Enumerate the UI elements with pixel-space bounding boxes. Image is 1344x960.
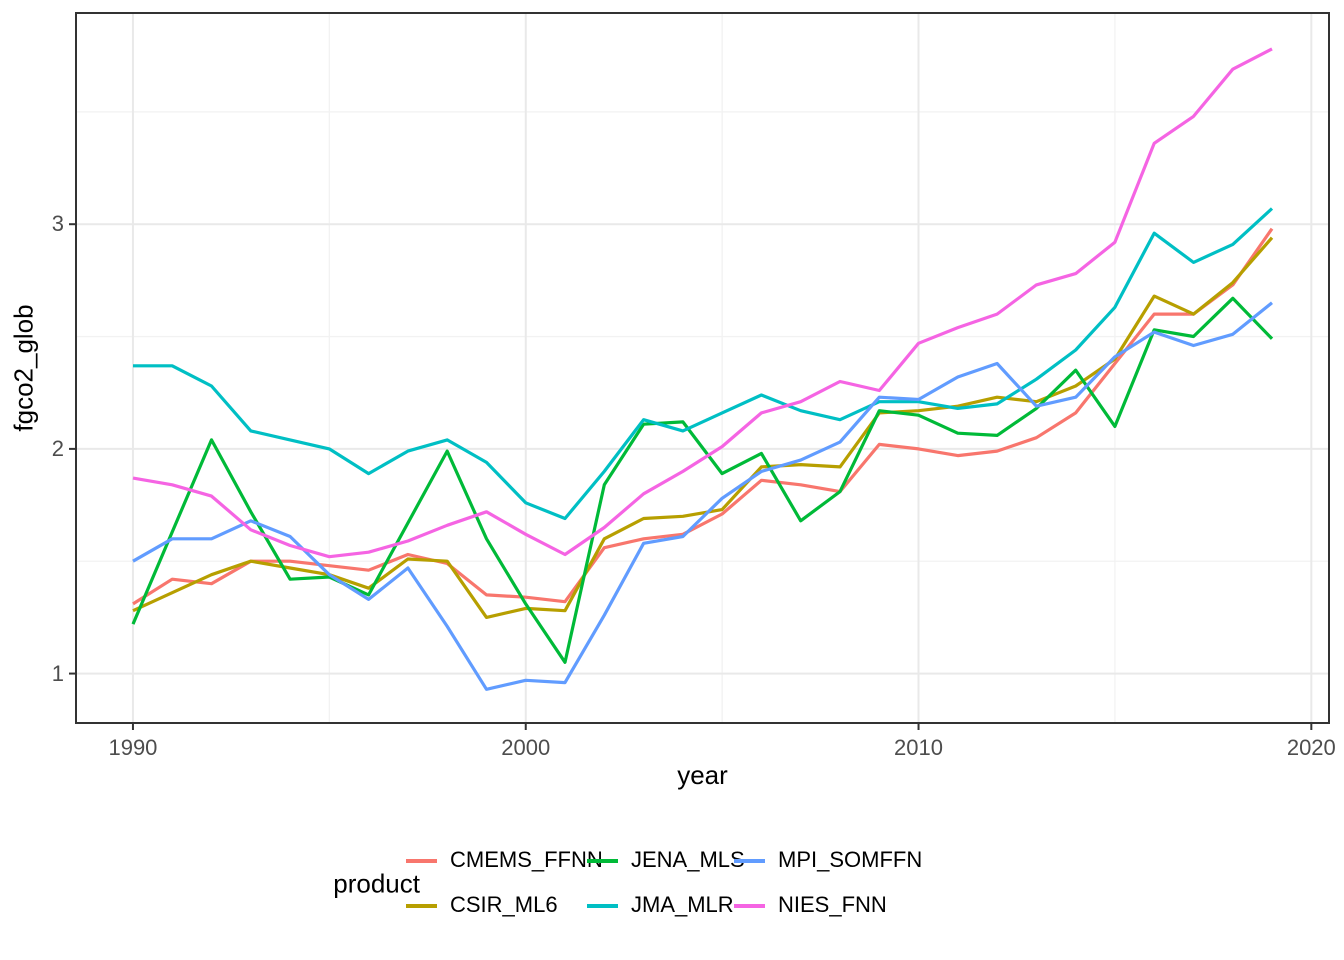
y-axis-title: fgco2_glob — [8, 304, 39, 432]
y-tick-label: 2 — [51, 435, 64, 461]
legend-key-line-icon — [734, 904, 765, 908]
legend-key-line-icon — [406, 904, 437, 908]
series-line-MPI_SOMFFN — [132, 301, 1274, 691]
panel-border — [75, 12, 1330, 724]
legend-entry-label: CMEMS_FFNN — [450, 846, 603, 872]
series-line-JENA_MLS — [131, 296, 1274, 664]
y-tick-label: 3 — [51, 211, 64, 237]
series-line-NIES_FNN — [132, 47, 1273, 559]
y-tick-label: 1 — [51, 660, 64, 686]
legend-entry-label: MPI_SOMFFN — [778, 846, 923, 872]
legend-key-line-icon — [734, 859, 765, 863]
legend-entry-label: CSIR_ML6 — [450, 891, 558, 917]
series-line-CMEMS_FFNN — [132, 227, 1274, 606]
legend-key-line-icon — [406, 859, 437, 863]
legend-key-line-icon — [587, 859, 618, 863]
x-axis-title: year — [677, 760, 728, 790]
x-tick-label: 2020 — [1286, 735, 1336, 760]
legend-key-line-icon — [587, 904, 618, 908]
legend-entry-label: NIES_FNN — [778, 891, 887, 917]
panel-background — [76, 13, 1329, 723]
legend-title: product — [333, 868, 420, 899]
legend-entry-label: JMA_MLR — [631, 891, 734, 917]
x-tick-label: 2000 — [501, 735, 551, 760]
x-tick-label: 2010 — [894, 735, 944, 760]
series-line-JMA_MLR — [133, 207, 1274, 521]
x-tick-label: 1990 — [108, 735, 158, 760]
legend-entry-label: JENA_MLS — [631, 846, 745, 872]
